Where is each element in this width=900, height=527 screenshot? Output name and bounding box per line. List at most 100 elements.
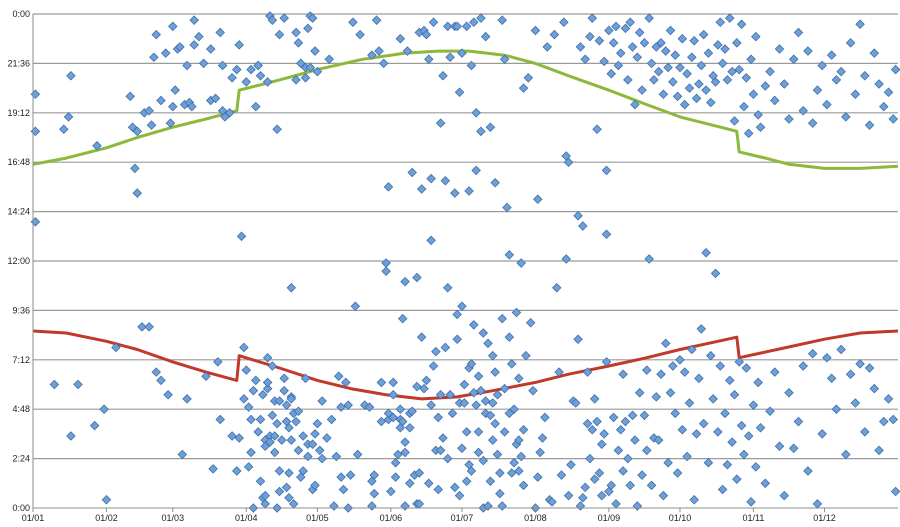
scatter-point: [312, 66, 323, 77]
scatter-point: [841, 449, 851, 460]
scatter-point: [371, 15, 382, 25]
scatter-point: [807, 118, 818, 128]
scatter-point: [307, 439, 318, 449]
scatter-point: [274, 29, 285, 40]
scatter-point: [307, 13, 318, 23]
scatter-point: [336, 402, 346, 412]
scatter-point: [741, 363, 752, 373]
scatter-point: [182, 60, 192, 71]
scatter-point: [454, 87, 465, 97]
scatter-point: [551, 282, 562, 293]
scatter-point: [632, 52, 643, 62]
scatter-point: [89, 420, 100, 431]
scatter-point: [205, 44, 216, 54]
scatter-point: [691, 429, 702, 439]
y-tick-label: 2:24: [12, 454, 30, 464]
scatter-point: [130, 163, 140, 174]
scatter-point: [217, 60, 228, 71]
scatter-point: [246, 447, 256, 458]
scatter-point: [281, 400, 292, 410]
scatter-point: [343, 400, 353, 410]
scatter-point: [293, 445, 304, 456]
scatter-point: [689, 495, 699, 505]
y-tick-label: 7:12: [12, 355, 30, 365]
scatter-point: [215, 27, 225, 38]
scatter-point: [774, 44, 785, 54]
scatter-point: [779, 490, 790, 501]
scatter-point: [639, 410, 650, 421]
scatter-point: [826, 373, 837, 384]
scatter-point: [317, 396, 327, 406]
scatter-point: [241, 77, 252, 87]
scatter-point: [170, 85, 180, 95]
scatter-point: [253, 60, 263, 71]
scatter-point: [480, 396, 491, 406]
scatter-point: [556, 470, 567, 480]
scatter-point: [177, 449, 188, 460]
scatter-point: [651, 392, 662, 402]
scatter-point: [397, 416, 408, 427]
scatter-point: [267, 15, 278, 25]
scatter-point: [386, 486, 396, 497]
scatter-point: [573, 210, 583, 221]
scatter-point: [291, 416, 301, 427]
scatter-point: [732, 38, 742, 48]
scatter-point: [253, 427, 263, 437]
scatter-point: [698, 418, 709, 429]
scatter-point: [514, 373, 524, 384]
scatter-point: [637, 85, 647, 95]
scatter-point: [388, 412, 398, 423]
scatter-point: [239, 394, 249, 404]
scatter-point: [445, 52, 455, 62]
scatter-point: [724, 375, 735, 386]
scatter-point: [691, 93, 702, 104]
scatter-point: [597, 439, 607, 449]
scatter-point: [679, 99, 690, 110]
scatter-point: [395, 404, 406, 414]
scatter-point: [765, 66, 775, 77]
scatter-point: [284, 468, 294, 478]
scatter-point: [760, 478, 771, 489]
scatter-point: [798, 361, 808, 371]
scatter-point: [682, 68, 692, 79]
scatter-point: [658, 490, 669, 501]
y-tick-label: 9:36: [12, 305, 30, 315]
scatter-point: [864, 120, 875, 130]
scatter-point: [189, 15, 199, 25]
scatter-point: [487, 435, 498, 445]
scatter-point: [720, 408, 730, 419]
scatter-point: [442, 282, 453, 293]
scatter-point: [703, 48, 714, 58]
scatter-point: [658, 89, 669, 100]
scatter-point: [492, 449, 503, 460]
scatter-point: [533, 472, 543, 482]
scatter-point: [623, 75, 633, 85]
scatter-point: [151, 29, 161, 40]
scatter-point: [125, 91, 135, 102]
scatter-point: [291, 75, 301, 85]
scatter-points-layer: [30, 11, 900, 513]
scatter-point: [284, 492, 294, 503]
scatter-point: [435, 445, 446, 456]
scatter-point: [613, 60, 624, 71]
scatter-point: [578, 221, 588, 231]
scatter-point: [646, 58, 657, 69]
scatter-point: [599, 56, 609, 67]
scatter-point: [788, 54, 799, 65]
x-tick-label: 01/05: [306, 513, 329, 523]
scatter-point: [722, 460, 733, 470]
scatter-point: [677, 425, 688, 435]
scatter-point: [860, 427, 870, 437]
scatter-point: [390, 457, 401, 468]
scatter-point: [627, 42, 638, 52]
scatter-point: [547, 497, 557, 507]
scatter-point: [288, 499, 299, 509]
scatter-point: [869, 48, 880, 58]
scatter-point: [720, 44, 730, 54]
scatter-point: [504, 250, 515, 260]
scatter-point: [649, 75, 659, 85]
scatter-point: [883, 394, 894, 404]
scatter-point: [381, 266, 391, 277]
scatter-point: [575, 42, 586, 52]
scatter-point: [542, 42, 553, 52]
